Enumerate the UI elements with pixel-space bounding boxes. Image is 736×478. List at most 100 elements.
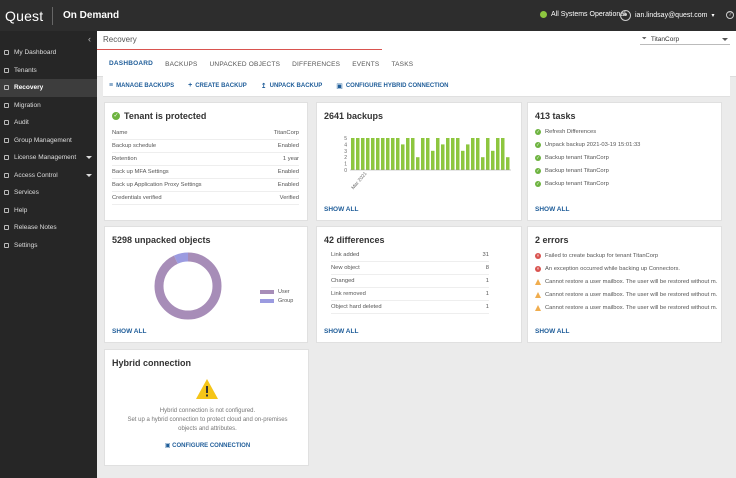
- backup-bar[interactable]: [466, 144, 470, 170]
- backup-bar[interactable]: [426, 138, 430, 170]
- system-status-text: All Systems Operational: [551, 11, 626, 18]
- difference-count: 1: [485, 291, 489, 297]
- backup-bar[interactable]: [371, 138, 375, 170]
- task-item-text: Refresh Differences: [545, 128, 597, 135]
- differences-show-all-link[interactable]: SHOW ALL: [324, 328, 359, 335]
- backup-bar[interactable]: [411, 138, 415, 170]
- backup-bar[interactable]: [386, 138, 390, 170]
- unpacked-show-all-link[interactable]: SHOW ALL: [112, 328, 147, 335]
- tab-events[interactable]: Events: [352, 61, 380, 68]
- backup-bar[interactable]: [431, 150, 435, 170]
- error-item[interactable]: × An exception occurred while backing up …: [535, 262, 717, 275]
- task-item[interactable]: ✓ Refresh Differences: [535, 125, 715, 138]
- difference-row[interactable]: Link added 31: [331, 249, 489, 262]
- sidebar-item-settings[interactable]: Settings: [0, 237, 97, 255]
- plus-icon: +: [188, 82, 193, 89]
- sidebar-item-help[interactable]: Help: [0, 202, 97, 220]
- tenant-info-label: Backup schedule: [112, 143, 157, 149]
- sidebar-item-group-management[interactable]: Group Management: [0, 132, 97, 150]
- hybrid-card: Hybrid connection Hybrid connection is n…: [104, 349, 309, 466]
- error-item[interactable]: Cannot restore a user mailbox. The user …: [535, 288, 717, 301]
- tenant-info-label: Credentials verified: [112, 195, 162, 201]
- backup-bar[interactable]: [456, 138, 460, 170]
- nav-icon: [4, 137, 9, 143]
- sidebar-item-services[interactable]: Services: [0, 184, 97, 202]
- error-item[interactable]: Cannot restore a user mailbox. The user …: [535, 301, 717, 314]
- backup-bar[interactable]: [506, 157, 510, 170]
- backup-bar[interactable]: [376, 138, 380, 170]
- backup-bar[interactable]: [396, 138, 400, 170]
- task-item[interactable]: ✓ Backup tenant TitanCorp: [535, 177, 715, 190]
- tasks-show-all-link[interactable]: SHOW ALL: [535, 206, 570, 213]
- sidebar-item-recovery[interactable]: Recovery: [0, 79, 97, 97]
- task-item[interactable]: ✓ Unpack backup 2021-03-19 15:01:33: [535, 138, 715, 151]
- backup-bar[interactable]: [391, 138, 395, 170]
- unpack-backup-button[interactable]: ↥ Unpack Backup: [261, 82, 322, 90]
- backup-bar[interactable]: [471, 138, 475, 170]
- sidebar-item-release-notes[interactable]: Release Notes: [0, 219, 97, 237]
- difference-row[interactable]: Changed 1: [331, 275, 489, 288]
- tenant-info-row: Backup schedule Enabled: [112, 140, 299, 153]
- backup-bar[interactable]: [361, 138, 365, 170]
- tenant-info-label: Back up Application Proxy Settings: [112, 182, 202, 188]
- backup-bar[interactable]: [351, 138, 355, 170]
- sidebar-item-my-dashboard[interactable]: My Dashboard: [0, 44, 97, 62]
- backup-bar[interactable]: [401, 144, 405, 170]
- backup-bar[interactable]: [406, 138, 410, 170]
- sidebar-item-access-control[interactable]: Access Control: [0, 167, 97, 185]
- error-item[interactable]: × Failed to create backup for tenant Tita…: [535, 249, 717, 262]
- user-menu[interactable]: ian.lindsay@quest.com ▾: [620, 6, 724, 24]
- collapse-sidebar-icon[interactable]: ‹: [88, 34, 91, 44]
- system-status[interactable]: All Systems Operational: [540, 11, 626, 18]
- error-item[interactable]: Cannot restore a user mailbox. The user …: [535, 275, 717, 288]
- backup-bar[interactable]: [436, 138, 440, 170]
- sidebar-item-tenants[interactable]: Tenants: [0, 62, 97, 80]
- difference-row[interactable]: New object 8: [331, 262, 489, 275]
- task-item[interactable]: ✓ Backup tenant TitanCorp: [535, 164, 715, 177]
- sidebar-item-license-management[interactable]: License Management: [0, 149, 97, 167]
- tab-dashboard[interactable]: Dashboard: [103, 53, 160, 77]
- help-icon[interactable]: ?: [726, 11, 734, 19]
- sidebar-item-migration[interactable]: Migration: [0, 97, 97, 115]
- backup-bar[interactable]: [496, 138, 500, 170]
- backup-bar[interactable]: [416, 157, 420, 170]
- difference-row[interactable]: Object hard deleted 1: [331, 301, 489, 314]
- warning-icon: [535, 291, 541, 298]
- backup-bar[interactable]: [446, 138, 450, 170]
- backup-bar[interactable]: [441, 144, 445, 170]
- task-item[interactable]: ✓ Backup tenant TitanCorp: [535, 151, 715, 164]
- backup-bar[interactable]: [491, 150, 495, 170]
- configure-hybrid-button[interactable]: ▣ Configure Hybrid Connection: [336, 82, 448, 90]
- backup-bar[interactable]: [381, 138, 385, 170]
- tab-unpacked-objects[interactable]: Unpacked Objects: [209, 61, 281, 68]
- backup-bar[interactable]: [481, 157, 485, 170]
- backup-bar[interactable]: [421, 138, 425, 170]
- hybrid-card-title: Hybrid connection: [112, 358, 192, 368]
- tenant-info-value: TitanCorp: [273, 130, 299, 136]
- legend-label: Group: [278, 298, 294, 304]
- backup-bar[interactable]: [501, 138, 505, 170]
- sidebar-item-label: Release Notes: [14, 224, 57, 232]
- backups-show-all-link[interactable]: SHOW ALL: [324, 206, 359, 213]
- backup-bar[interactable]: [451, 138, 455, 170]
- tab-tasks[interactable]: Tasks: [391, 61, 414, 68]
- sidebar-item-audit[interactable]: Audit: [0, 114, 97, 132]
- tenant-select[interactable]: ⏷ TitanCorp: [640, 34, 730, 45]
- errors-show-all-link[interactable]: SHOW ALL: [535, 328, 570, 335]
- backup-bar[interactable]: [356, 138, 360, 170]
- backup-bar[interactable]: [461, 150, 465, 170]
- configure-connection-button[interactable]: ▣ CONFIGURE CONNECTION: [105, 442, 310, 449]
- hybrid-message-2: Set up a hybrid connection to protect cl…: [127, 417, 288, 423]
- status-ok-icon: [540, 11, 547, 18]
- create-backup-button[interactable]: + Create Backup: [188, 82, 247, 89]
- backup-bar[interactable]: [486, 138, 490, 170]
- backup-bar[interactable]: [476, 138, 480, 170]
- difference-row[interactable]: Link removed 1: [331, 288, 489, 301]
- tenant-info-row: Back up Application Proxy Settings Enable…: [112, 179, 299, 192]
- tab-differences[interactable]: Differences: [292, 61, 341, 68]
- backup-bar[interactable]: [366, 138, 370, 170]
